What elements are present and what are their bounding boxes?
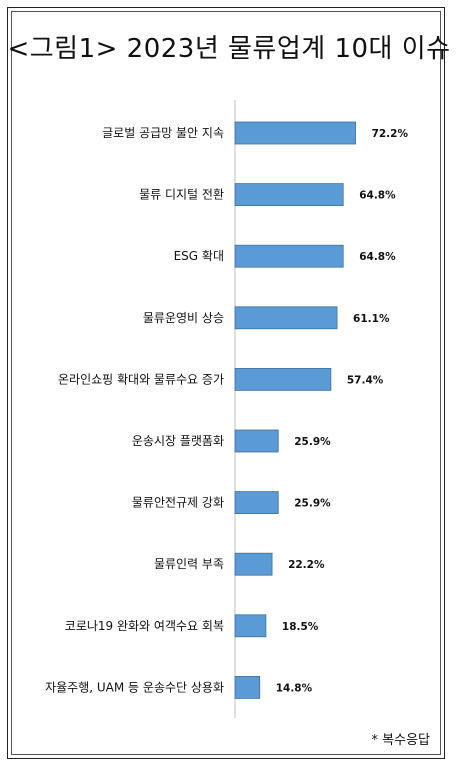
bar [234, 429, 279, 453]
bar [234, 306, 338, 330]
bar [234, 491, 279, 515]
category-label: 물류인력 부족 [154, 557, 224, 571]
data-label: 25.9% [294, 498, 331, 510]
category-label: 운송시장 플랫폼화 [132, 434, 224, 448]
data-label: 64.8% [359, 251, 396, 263]
data-label: 64.8% [359, 190, 396, 202]
category-label: 온라인쇼핑 확대와 물류수요 증가 [58, 372, 224, 386]
bar [234, 676, 261, 699]
data-label: 25.9% [294, 436, 331, 448]
bar [234, 183, 344, 207]
chart-title: <그림1> 2023년 물류업계 10대 이슈 [7, 34, 451, 64]
category-label: 자율주행, UAM 등 운송수단 상용화 [45, 679, 224, 694]
bar [234, 614, 267, 638]
inner-frame [11, 11, 441, 755]
footnote: * 복수응답 [371, 733, 430, 748]
category-label: 물류안전규제 강화 [132, 496, 224, 510]
data-label: 14.8% [276, 682, 313, 694]
data-label: 61.1% [353, 313, 390, 325]
data-label: 57.4% [347, 374, 384, 386]
category-label: 글로벌 공급망 불안 지속 [102, 126, 224, 140]
bar [234, 121, 356, 145]
bar [234, 552, 273, 576]
data-label: 18.5% [282, 621, 319, 633]
bar [234, 244, 344, 268]
category-label: 물류 디지털 전환 [139, 188, 224, 202]
category-label: 코로나19 완화와 여객수요 회복 [65, 619, 224, 633]
outer-frame [7, 7, 445, 759]
data-label: 72.2% [372, 128, 409, 140]
bar [234, 367, 332, 391]
category-label: ESG 확대 [174, 249, 224, 263]
category-label: 물류운영비 상승 [143, 311, 224, 325]
data-label: 22.2% [288, 559, 325, 571]
